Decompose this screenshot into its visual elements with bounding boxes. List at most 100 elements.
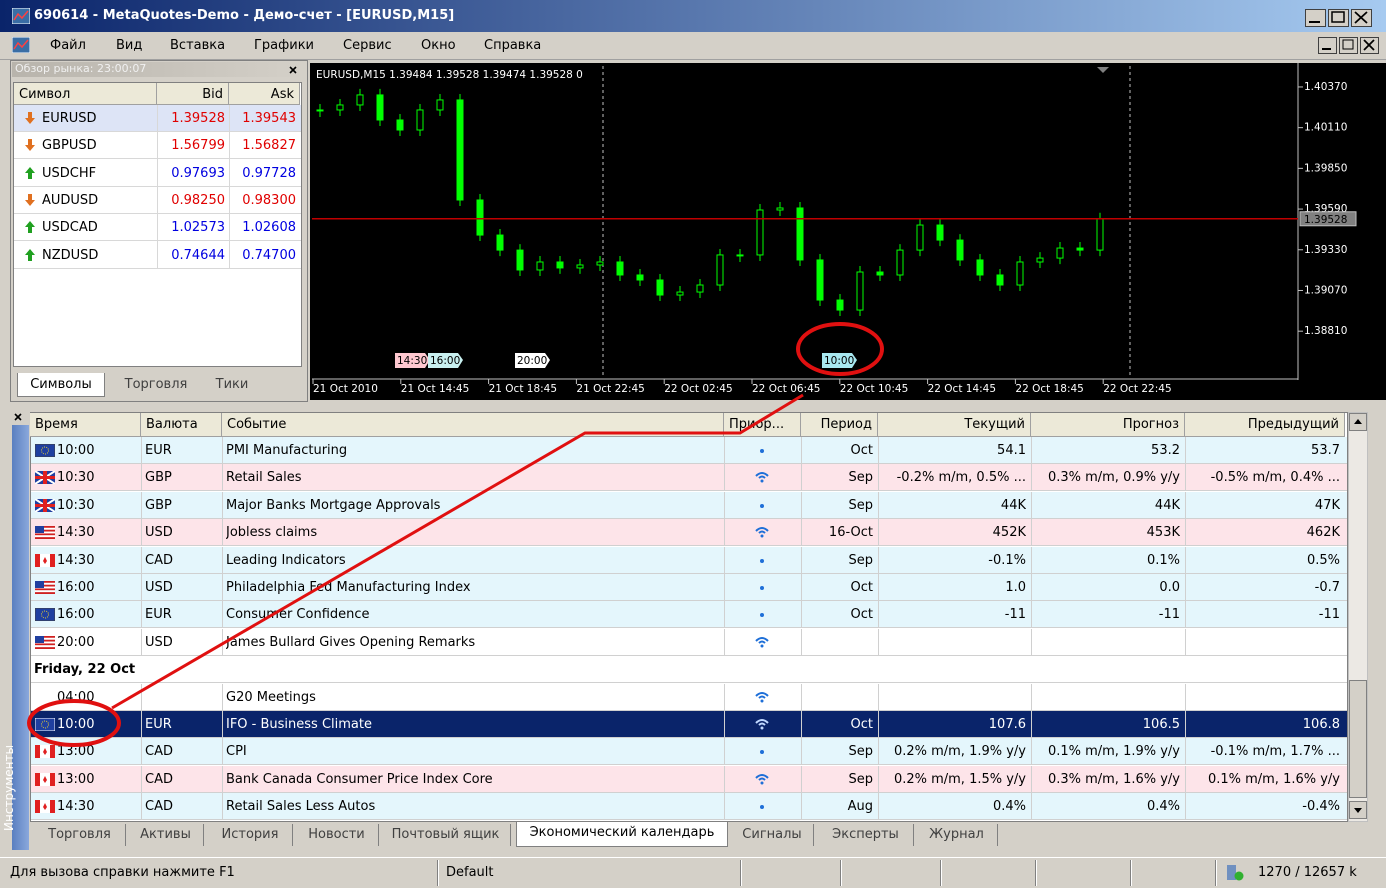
column-header: Символ	[14, 83, 157, 105]
cell-divider	[801, 683, 802, 711]
ask: 1.39543	[242, 111, 296, 126]
cell-divider	[1185, 793, 1186, 821]
cell-forecast: 0.3% m/m, 0.9% y/y	[1047, 470, 1180, 486]
tab[interactable]: Сигналы	[731, 824, 814, 846]
window-button[interactable]	[1351, 9, 1372, 27]
menu-item[interactable]: Окно	[421, 38, 456, 53]
cell-previous: -0.5% m/m, 0.4% ...	[1210, 470, 1340, 486]
tab[interactable]: История	[208, 824, 293, 846]
menu-item[interactable]: Справка	[484, 38, 542, 53]
flag	[35, 537, 55, 540]
scroll-thumb[interactable]	[1349, 680, 1367, 798]
icon	[14, 413, 22, 421]
cell-event: Retail Sales	[226, 470, 302, 486]
column-header[interactable]: Предыдущий	[1185, 413, 1345, 437]
tab[interactable]: Новости	[295, 824, 379, 846]
tab[interactable]: Торговля	[34, 824, 126, 846]
cell-divider	[878, 683, 879, 711]
menu-item[interactable]: Сервис	[343, 38, 392, 53]
tab[interactable]: Экономический календарь	[516, 822, 728, 847]
candle-body	[536, 261, 544, 271]
flag	[50, 553, 55, 567]
tab[interactable]: Журнал	[916, 824, 998, 846]
column-header[interactable]: Событие	[222, 413, 724, 437]
currency-flag	[35, 608, 55, 622]
tab[interactable]: Символы	[17, 373, 105, 397]
cell-divider	[724, 601, 725, 629]
column-header[interactable]: Текущий	[878, 413, 1031, 437]
flag	[35, 531, 55, 534]
event-row[interactable]	[31, 765, 1347, 793]
menu-item[interactable]: Вставка	[170, 38, 226, 53]
cell-divider	[141, 628, 142, 656]
cell-divider	[141, 793, 142, 821]
cell-previous: 47K	[1314, 497, 1340, 513]
menu-item[interactable]: Вид	[116, 38, 143, 53]
menu-item[interactable]: Файл	[50, 38, 86, 53]
flag	[35, 476, 55, 480]
cell-divider	[878, 765, 879, 793]
column-header[interactable]: Прогноз	[1031, 413, 1185, 437]
x-tick-label: 22 Oct 14:45	[928, 383, 996, 395]
event-row[interactable]	[31, 711, 1347, 738]
cell-currency: EUR	[145, 443, 172, 458]
candle-body	[896, 249, 904, 276]
cell-period: Sep	[848, 744, 873, 760]
window-button[interactable]	[1305, 9, 1326, 27]
event-row[interactable]	[31, 738, 1347, 766]
tab[interactable]: Тики	[215, 377, 249, 392]
cell-divider	[222, 765, 223, 793]
icon	[1354, 11, 1368, 24]
cell-event: James Bullard Gives Opening Remarks	[226, 634, 476, 650]
menu-bar	[0, 32, 1386, 60]
arc	[755, 773, 769, 779]
tab[interactable]: Почтовый ящик	[381, 824, 511, 846]
window-button[interactable]	[1339, 37, 1358, 54]
cell-divider	[141, 437, 142, 464]
doc-icon	[12, 37, 30, 53]
priority-icon	[760, 449, 764, 453]
cell-divider	[1031, 491, 1032, 519]
currency-flag	[35, 526, 55, 540]
column-header[interactable]: Период	[801, 413, 878, 437]
column-header[interactable]: Время	[30, 413, 141, 437]
menu-item[interactable]: Графики	[254, 38, 315, 53]
cell-divider	[801, 628, 802, 656]
column-divider	[229, 105, 230, 269]
flag	[35, 584, 55, 587]
tab[interactable]: Эксперты	[818, 824, 914, 846]
candle-body	[996, 274, 1004, 286]
column-header[interactable]: Приор...	[724, 413, 801, 437]
price-label-box	[1299, 211, 1357, 227]
icon	[289, 66, 297, 74]
flag	[50, 772, 55, 786]
event-row[interactable]	[31, 793, 1347, 821]
cell-divider	[801, 601, 802, 629]
priority-icon	[760, 586, 764, 590]
cell-time: 14:30	[57, 525, 95, 541]
flag	[50, 800, 55, 814]
window-button[interactable]	[1360, 37, 1379, 54]
tab[interactable]: Активы	[128, 824, 204, 846]
window-button[interactable]	[1328, 9, 1349, 27]
cell-divider	[878, 437, 879, 464]
cell-event: Retail Sales Less Autos	[226, 799, 376, 815]
dot	[760, 699, 764, 703]
cell-previous: 0.1% m/m, 1.6% y/y	[1207, 771, 1340, 787]
panel-title: Обзор рынка: 23:00:07	[15, 62, 147, 75]
close-icon[interactable]	[13, 412, 23, 422]
close-icon[interactable]	[288, 65, 298, 75]
cell-divider	[1185, 683, 1186, 711]
cell-actual: 107.6	[988, 717, 1026, 732]
tab[interactable]: Торговля	[124, 377, 188, 392]
cell-time: 20:00	[57, 634, 95, 650]
symbol: AUDUSD	[42, 192, 99, 208]
dot	[760, 805, 764, 810]
flag	[35, 588, 55, 591]
window-button[interactable]	[1318, 37, 1337, 54]
status-text: 1270 / 12657 k	[1258, 865, 1357, 880]
column-header[interactable]: Валюта	[141, 413, 222, 437]
cell-divider	[141, 491, 142, 519]
cell-divider	[801, 738, 802, 766]
